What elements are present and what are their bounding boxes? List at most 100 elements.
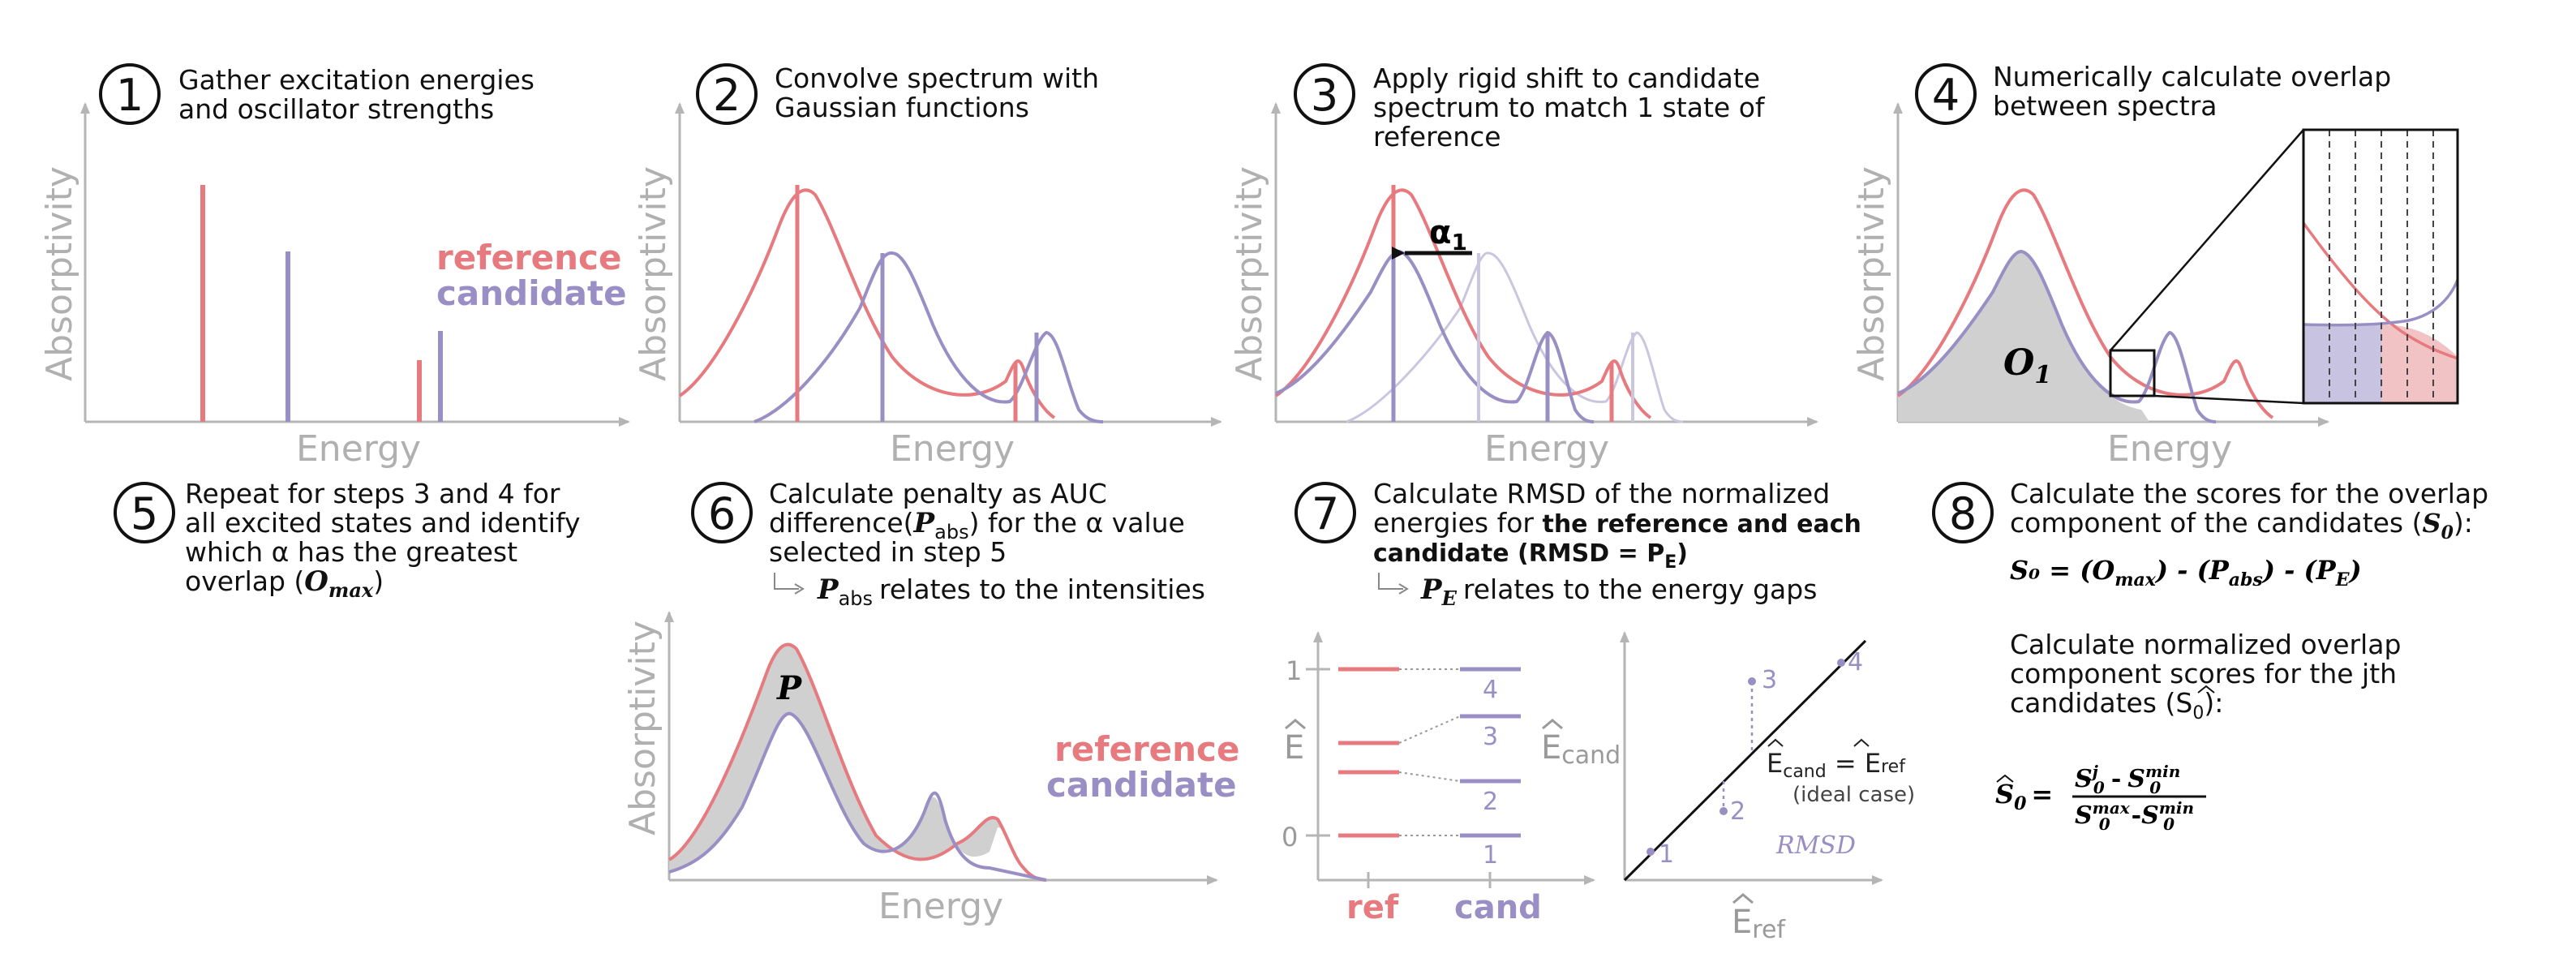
- reference-spectrum: [1896, 188, 2274, 419]
- step-3-number: 3: [1311, 70, 1338, 121]
- step-8-line-3: Calculate normalized overlap: [2010, 629, 2401, 660]
- step-1-line-2: and oscillator strengths: [178, 93, 494, 125]
- step-1-circle: [99, 63, 161, 125]
- y-axis-label: Absorptivity: [622, 621, 663, 835]
- point-label-4: 4: [1848, 648, 1863, 676]
- penalty-label: P: [776, 669, 803, 707]
- x-axis-label: Energy: [2107, 428, 2232, 470]
- level-label-4: 4: [1483, 676, 1498, 704]
- reference-spectrum: [1274, 188, 1652, 419]
- point-label-3: 3: [1762, 666, 1777, 694]
- ideal-eq-caret-1: [1767, 738, 1784, 747]
- point-3: [1748, 677, 1756, 685]
- panel-6: 6 Calculate penalty as AUC difference(Pa…: [622, 478, 1239, 927]
- point-label-2: 2: [1730, 797, 1745, 826]
- step-4-number: 4: [1932, 70, 1960, 121]
- ideal-line: [1623, 639, 1867, 882]
- norm-lhs-caret: [1996, 774, 2014, 783]
- overlap-area: [1898, 251, 2149, 422]
- level-label-1: 1: [1483, 841, 1498, 870]
- step-2-line-1: Convolve spectrum with: [775, 62, 1099, 94]
- rmsd-label: RMSD: [1775, 831, 1856, 860]
- step-5-line-2: all excited states and identify: [185, 507, 581, 539]
- note-arrow: [774, 573, 799, 590]
- step-7-line-1: Calculate RMSD of the normalized: [1373, 478, 1830, 509]
- legend-candidate: candidate: [1046, 765, 1237, 805]
- step-5-line-1: Repeat for steps 3 and 4 for: [185, 478, 560, 509]
- level-label-3: 3: [1483, 723, 1498, 751]
- step-4-circle: [1915, 63, 1977, 125]
- x-axis-label: Energy: [878, 886, 1003, 927]
- panel-2: 2 Convolve spectrum with Gaussian functi…: [633, 62, 1222, 470]
- step-7-number: 7: [1312, 488, 1339, 539]
- y-axis-label: Absorptivity: [633, 166, 674, 381]
- shifted-candidate-spectrum: [1275, 249, 1595, 423]
- step-3-line-2: spectrum to match 1 state of: [1373, 92, 1766, 123]
- step-2-circle: [696, 63, 758, 125]
- step-8-line-4: component scores for the jth: [2010, 658, 2397, 689]
- candidate-spectrum: [1897, 249, 2217, 423]
- panel-4: 4 Numerically calculate overlap between …: [1851, 61, 2459, 470]
- ideal-eq-caret-2: [1853, 738, 1870, 747]
- e-ref-axis-label: Eref: [1732, 904, 1786, 944]
- zoom-line-top: [2110, 129, 2304, 351]
- point-label-1: 1: [1659, 840, 1674, 869]
- candidate-spectrum: [668, 711, 1047, 882]
- y-axis-label: Absorptivity: [1851, 166, 1892, 381]
- y-axis-label: Absorptivity: [1229, 166, 1270, 381]
- connector-3: [1398, 715, 1461, 744]
- step-6-line-1: Calculate penalty as AUC: [769, 478, 1107, 509]
- step-7-line-2: energies for the reference and each: [1373, 507, 1861, 539]
- x-axis-label: Energy: [890, 428, 1015, 470]
- legend-reference: reference: [436, 238, 621, 277]
- step-8-line-1: Calculate the scores for the overlap: [2010, 478, 2488, 509]
- point-4: [1837, 659, 1845, 667]
- step-6-note: Pabs relates to the intensities: [817, 573, 1205, 610]
- tick-one-label: 1: [1286, 655, 1302, 686]
- step-6-number: 6: [708, 488, 736, 539]
- step-7-note: PE relates to the energy gaps: [1420, 573, 1817, 610]
- step-6-circle: [691, 482, 753, 543]
- panel-5: 5 Repeat for steps 3 and 4 for all excit…: [114, 478, 581, 602]
- norm-denominator: Smax 0 -Smin 0: [2075, 798, 2194, 834]
- step-3-circle: [1294, 63, 1355, 125]
- alpha-label: α1: [1429, 214, 1467, 256]
- step-5-number: 5: [131, 488, 158, 539]
- step-1-number: 1: [116, 70, 144, 121]
- point-2: [1719, 807, 1728, 815]
- legend-reference: reference: [1054, 729, 1239, 769]
- step-4-line-1: Numerically calculate overlap: [1993, 61, 2391, 92]
- zoom-line-bottom: [2153, 394, 2304, 405]
- reference-spectrum: [678, 188, 1056, 419]
- legend-candidate: candidate: [436, 273, 627, 313]
- e-cand-axis-label: Ecand: [1541, 729, 1621, 770]
- inset-cand-fill: [2303, 324, 2381, 403]
- e-hat-caret: [1285, 719, 1306, 730]
- e-ref-caret: [1732, 893, 1754, 904]
- step-6-line-2: difference(Pabs) for the α value: [769, 507, 1185, 543]
- panel-7: 7 Calculate RMSD of the normalized energ…: [1282, 478, 1915, 944]
- parity-plot: Ecand 1 2 3 4 Ecand = Eref (ideal case) …: [1541, 631, 1915, 944]
- panel-3: 3 Apply rigid shift to candidate spectru…: [1229, 62, 1818, 470]
- step-6-line-3: selected in step 5: [769, 536, 1007, 568]
- step-3-line-3: reference: [1373, 121, 1501, 152]
- note-arrow-head: [1398, 583, 1409, 595]
- e-cand-caret: [1542, 719, 1563, 730]
- score-formula: S₀ = (Omax) - (Pabs) - (PE): [2010, 555, 2362, 591]
- zoom-region: [2109, 349, 2156, 397]
- norm-hat-caret: [2197, 685, 2215, 694]
- step-8-line-2: component of the candidates (S0):: [2010, 507, 2473, 543]
- step-8-number: 8: [1949, 488, 1977, 539]
- norm-numerator: Sj 0- Smin 0: [2075, 762, 2180, 797]
- step-5-circle: [114, 482, 175, 543]
- step-2-number: 2: [713, 70, 741, 121]
- level-diagram: 1 0 E 4 3 2 1 ref cand: [1282, 631, 1595, 926]
- step-5-line-4: overlap (Omax): [185, 565, 384, 602]
- normalized-formula: S0 = Sj 0- Smin 0 Smax 0 -Smin 0: [1995, 762, 2206, 834]
- zoom-inset: [2302, 128, 2459, 405]
- level-label-2: 2: [1483, 788, 1498, 816]
- step-2-line-2: Gaussian functions: [775, 92, 1029, 123]
- step-8-circle: [1932, 482, 1994, 543]
- note-arrow-head: [794, 583, 805, 595]
